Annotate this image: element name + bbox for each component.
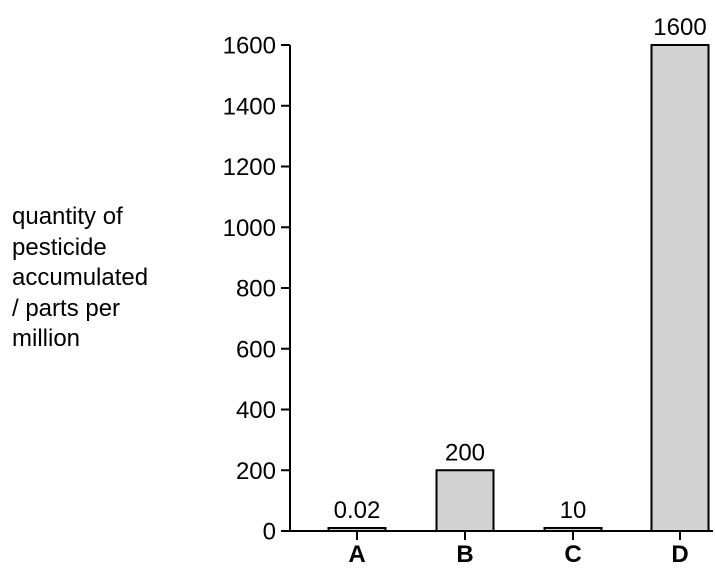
y-axis-label-line: million [12,325,81,352]
bar-b [435,469,495,532]
data-label-a: 0.02 [334,497,381,524]
x-category-label-b: B [456,541,473,568]
bar-c [543,526,603,533]
y-axis-label: quantity of pesticide accumulated / part… [12,202,202,355]
x-category-label-a: A [348,541,365,568]
x-category-label-d: D [671,541,688,568]
y-axis-label-line: / parts per [12,294,121,322]
data-label-b: 200 [445,439,485,466]
x-category-label-c: C [564,541,581,568]
y-tick-label: 600 [236,336,276,363]
y-tick-label: 1000 [223,215,276,242]
bar-a [327,527,387,532]
data-label-c: 10 [560,497,587,524]
y-tick-label: 800 [236,276,276,303]
data-label-d: 1600 [653,14,706,41]
y-tick-label: 1200 [223,154,276,181]
y-tick-label: 0 [263,519,276,546]
y-tick-label: 400 [236,397,276,424]
y-axis-label-line: accumulated [12,264,149,291]
y-tick-label: 1600 [223,33,276,60]
y-tick-label: 200 [236,458,276,485]
y-tick-label: 1400 [223,93,276,120]
y-axis-label-line: quantity of [12,203,123,230]
bar-d [650,44,710,532]
y-axis-label-line: pesticide [12,233,107,261]
